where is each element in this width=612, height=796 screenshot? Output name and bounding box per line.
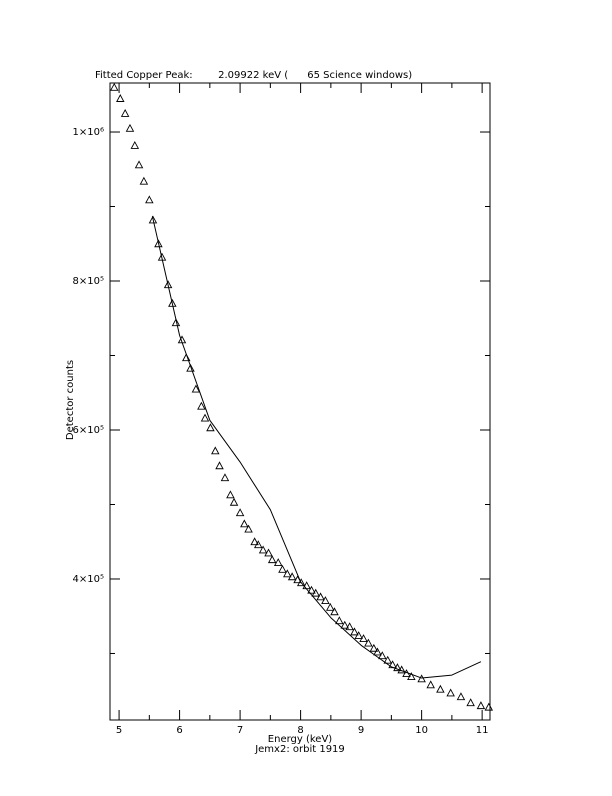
data-point xyxy=(226,490,235,499)
data-point xyxy=(350,627,359,636)
data-point xyxy=(296,578,306,587)
data-point xyxy=(215,461,224,470)
data-point xyxy=(383,655,392,664)
data-point xyxy=(340,620,350,629)
data-point xyxy=(287,572,297,581)
data-point xyxy=(206,423,215,432)
data-point xyxy=(436,684,445,693)
data-point xyxy=(456,692,466,701)
data-point xyxy=(109,82,119,91)
data-point xyxy=(283,569,292,578)
data-point xyxy=(168,298,177,307)
data-point xyxy=(211,446,220,455)
data-point xyxy=(134,160,144,169)
x-tick-label: 9 xyxy=(358,725,364,736)
fit-curve xyxy=(151,216,482,679)
data-point xyxy=(253,540,263,549)
data-point xyxy=(466,698,475,707)
data-point xyxy=(130,140,140,149)
data-point xyxy=(373,647,382,656)
data-point xyxy=(264,548,273,557)
data-point xyxy=(145,195,154,204)
data-point xyxy=(345,622,354,631)
data-point xyxy=(148,215,158,224)
data-point xyxy=(364,638,373,647)
y-tick-label: 1×10⁶ xyxy=(73,127,104,138)
data-point xyxy=(186,363,195,372)
y-tick-label: 4×10⁵ xyxy=(73,574,104,585)
data-point xyxy=(378,651,387,660)
x-axis-label: Energy (keV) xyxy=(268,734,333,745)
y-axis-label: Detector counts xyxy=(65,360,76,440)
y-tick-label: 8×10⁵ xyxy=(73,276,104,287)
data-point xyxy=(407,672,416,681)
data-point xyxy=(200,413,210,422)
data-point xyxy=(393,663,402,672)
data-point xyxy=(330,607,339,616)
x-tick-label: 6 xyxy=(176,725,182,736)
data-point xyxy=(311,588,320,597)
chart-title: Fitted Copper Peak: 2.09922 keV ( 65 Sci… xyxy=(95,70,412,81)
x-tick-label: 5 xyxy=(116,725,122,736)
data-point xyxy=(335,616,344,625)
data-point xyxy=(229,497,239,506)
data-point xyxy=(267,555,277,564)
data-point xyxy=(250,537,259,546)
data-point xyxy=(154,239,163,248)
data-point xyxy=(326,602,335,611)
x-tick-label: 8 xyxy=(297,725,303,736)
data-point xyxy=(321,596,330,605)
data-point xyxy=(240,519,249,528)
data-point xyxy=(139,176,149,185)
data-point xyxy=(359,634,368,643)
data-point xyxy=(307,585,316,594)
data-point xyxy=(220,473,230,482)
data-point xyxy=(171,318,181,327)
data-point xyxy=(273,558,283,567)
x-tick-label: 11 xyxy=(476,725,489,736)
caption: Jemx2: orbit 1919 xyxy=(254,744,345,755)
data-point xyxy=(354,631,363,640)
data-point xyxy=(120,108,130,117)
data-point xyxy=(278,564,287,573)
data-point xyxy=(476,701,486,710)
data-point xyxy=(116,94,125,102)
x-tick-label: 10 xyxy=(415,725,428,736)
data-point xyxy=(388,660,397,669)
data-point xyxy=(316,592,325,601)
data-point xyxy=(163,280,173,289)
data-point xyxy=(426,680,435,689)
x-tick-label: 7 xyxy=(237,725,243,736)
data-point xyxy=(244,524,253,533)
y-tick-label: 6×10⁵ xyxy=(73,425,104,436)
data-point xyxy=(417,674,426,683)
data-point xyxy=(369,643,379,652)
plot-frame xyxy=(109,82,491,721)
data-point xyxy=(484,702,494,711)
data-point xyxy=(191,384,201,393)
data-point xyxy=(181,353,191,362)
data-point xyxy=(235,508,245,517)
data-point xyxy=(125,123,135,132)
data-point xyxy=(197,401,206,410)
data-point xyxy=(258,545,268,554)
data-point xyxy=(446,688,455,697)
